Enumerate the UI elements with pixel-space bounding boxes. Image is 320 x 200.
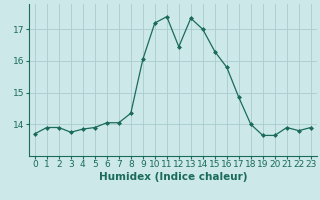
X-axis label: Humidex (Indice chaleur): Humidex (Indice chaleur)	[99, 172, 247, 182]
